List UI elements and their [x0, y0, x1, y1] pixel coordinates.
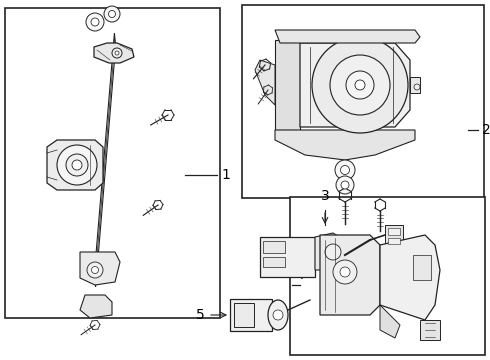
- Bar: [388, 228, 400, 235]
- Text: 5: 5: [196, 308, 205, 322]
- Bar: [242, 5, 484, 198]
- Polygon shape: [94, 43, 134, 63]
- Circle shape: [104, 6, 120, 22]
- Bar: [5, 8, 220, 318]
- Polygon shape: [275, 40, 300, 130]
- Polygon shape: [420, 320, 440, 340]
- Circle shape: [112, 48, 122, 58]
- Polygon shape: [255, 60, 275, 105]
- Circle shape: [72, 160, 82, 170]
- Circle shape: [340, 267, 350, 277]
- Circle shape: [341, 181, 349, 189]
- Bar: [263, 241, 285, 253]
- Circle shape: [108, 10, 116, 18]
- Circle shape: [341, 166, 349, 175]
- Bar: [385, 225, 403, 245]
- Circle shape: [330, 55, 390, 115]
- Bar: [263, 257, 285, 267]
- Circle shape: [92, 266, 98, 274]
- Polygon shape: [80, 252, 120, 285]
- Polygon shape: [80, 295, 112, 318]
- Circle shape: [335, 160, 355, 180]
- Circle shape: [91, 18, 99, 26]
- Circle shape: [87, 262, 103, 278]
- Circle shape: [346, 71, 374, 99]
- Circle shape: [312, 37, 408, 133]
- Bar: [230, 299, 272, 331]
- Circle shape: [336, 176, 354, 194]
- Polygon shape: [95, 33, 116, 287]
- Text: 1: 1: [221, 168, 230, 182]
- Polygon shape: [380, 305, 400, 338]
- Circle shape: [325, 244, 341, 260]
- Polygon shape: [47, 140, 103, 190]
- Polygon shape: [320, 235, 380, 315]
- Ellipse shape: [268, 300, 288, 330]
- Circle shape: [86, 13, 104, 31]
- Bar: [290, 197, 485, 355]
- Bar: [413, 255, 431, 280]
- Text: 3: 3: [320, 189, 329, 203]
- Polygon shape: [410, 77, 420, 93]
- Circle shape: [57, 145, 97, 185]
- Polygon shape: [315, 233, 347, 270]
- Text: 2: 2: [482, 123, 490, 137]
- Circle shape: [66, 154, 88, 176]
- Text: 4: 4: [295, 268, 304, 282]
- Circle shape: [333, 260, 357, 284]
- Circle shape: [355, 80, 365, 90]
- Bar: [260, 237, 315, 277]
- Polygon shape: [275, 30, 420, 43]
- Polygon shape: [275, 130, 415, 160]
- Circle shape: [414, 84, 420, 90]
- Circle shape: [115, 51, 119, 55]
- Polygon shape: [380, 235, 440, 320]
- Bar: [234, 303, 254, 327]
- Circle shape: [273, 310, 283, 320]
- Polygon shape: [300, 43, 410, 127]
- Bar: [388, 238, 400, 244]
